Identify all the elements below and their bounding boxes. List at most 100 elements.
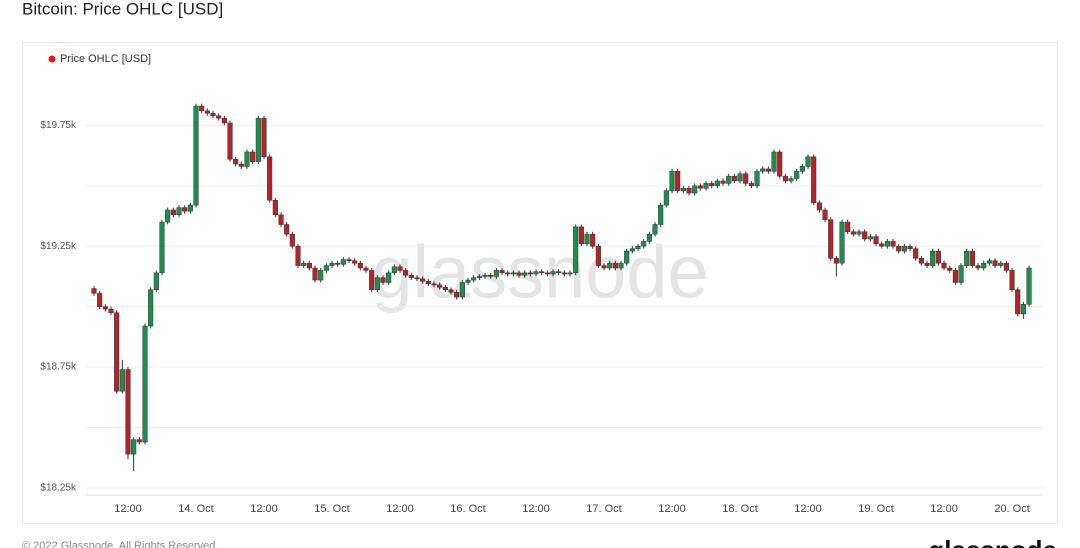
candle-body bbox=[981, 262, 987, 269]
candle-body bbox=[590, 233, 596, 247]
candle-body bbox=[499, 270, 505, 274]
candle-body bbox=[346, 259, 352, 261]
candle-body bbox=[635, 245, 641, 249]
candle-body bbox=[794, 171, 800, 179]
candle-body bbox=[816, 202, 822, 211]
candle-body bbox=[1020, 304, 1026, 315]
candle-body bbox=[680, 187, 686, 191]
candle-body bbox=[488, 274, 494, 277]
x-tick-label: 12:00 bbox=[930, 503, 958, 515]
candle-body bbox=[363, 267, 369, 271]
candle-body bbox=[527, 272, 533, 275]
candle-body bbox=[986, 260, 992, 264]
candle-body bbox=[136, 439, 142, 443]
legend-marker bbox=[48, 55, 56, 63]
candle-body bbox=[918, 258, 924, 264]
x-tick-label: 17. Oct bbox=[586, 503, 621, 515]
candle-body bbox=[856, 231, 862, 235]
chart-panel bbox=[22, 42, 1058, 524]
candle-body bbox=[176, 207, 182, 216]
x-tick-label: 12:00 bbox=[658, 503, 686, 515]
candle-body bbox=[975, 265, 981, 269]
candle-body bbox=[845, 221, 851, 232]
candle-body bbox=[403, 270, 409, 276]
candle-body bbox=[289, 233, 295, 247]
candle-body bbox=[782, 175, 788, 182]
candle-body bbox=[459, 282, 465, 298]
candle-body bbox=[227, 122, 233, 160]
candle-body bbox=[879, 243, 885, 247]
candle-body bbox=[958, 265, 964, 283]
candle-body bbox=[516, 272, 522, 276]
candle-body bbox=[142, 325, 148, 443]
candle-body bbox=[1026, 267, 1032, 305]
candle-body bbox=[340, 259, 346, 265]
candle-body bbox=[306, 262, 312, 269]
candle-body bbox=[935, 250, 941, 264]
candle-body bbox=[799, 166, 805, 172]
candle-body bbox=[471, 277, 477, 281]
candle-body bbox=[397, 266, 403, 271]
logo: glassnode bbox=[928, 535, 1057, 548]
candle-body bbox=[250, 151, 256, 162]
candle-body bbox=[102, 306, 108, 310]
candle-body bbox=[255, 117, 261, 162]
candle-body bbox=[301, 262, 307, 266]
candle-body bbox=[425, 281, 431, 284]
candle-body bbox=[612, 262, 618, 269]
candle-body bbox=[216, 115, 222, 119]
candle-body bbox=[539, 271, 545, 274]
candle-body bbox=[199, 105, 205, 112]
candle-body bbox=[1015, 289, 1021, 315]
candle-body bbox=[153, 272, 159, 291]
candle-body bbox=[669, 171, 675, 191]
candle-body bbox=[159, 221, 165, 274]
candle-body bbox=[726, 175, 732, 184]
candle-body bbox=[114, 312, 120, 392]
candle-body bbox=[318, 270, 324, 281]
candle-body bbox=[420, 278, 426, 282]
candle-body bbox=[108, 308, 114, 313]
candle-body bbox=[170, 209, 176, 216]
candle-body bbox=[629, 248, 635, 252]
candle-body bbox=[165, 209, 171, 223]
candle-body bbox=[578, 226, 584, 245]
candle-body bbox=[952, 270, 958, 283]
page-title: Bitcoin: Price OHLC [USD] bbox=[22, 0, 223, 18]
candle-body bbox=[131, 439, 137, 455]
candle-body bbox=[998, 262, 1004, 266]
x-tick-label: 18. Oct bbox=[722, 503, 757, 515]
legend-label[interactable]: Price OHLC [USD] bbox=[60, 53, 151, 65]
candle-body bbox=[544, 272, 550, 275]
candle-body bbox=[833, 258, 839, 264]
x-tick-label: 19. Oct bbox=[858, 503, 893, 515]
candle-body bbox=[278, 214, 284, 225]
y-tick-label: $19.75k bbox=[40, 120, 77, 131]
candle-body bbox=[284, 224, 290, 235]
candle-body bbox=[901, 245, 907, 252]
candle-body bbox=[646, 233, 652, 242]
candle-body bbox=[686, 187, 692, 194]
x-tick-label: 14. Oct bbox=[178, 503, 213, 515]
candle-body bbox=[924, 262, 930, 266]
candle-body bbox=[850, 231, 856, 235]
candle-body bbox=[493, 270, 499, 277]
candle-body bbox=[873, 236, 879, 245]
x-tick-label: 12:00 bbox=[114, 503, 142, 515]
candle-body bbox=[692, 185, 698, 194]
candle-body bbox=[125, 369, 131, 455]
candle-body bbox=[323, 265, 329, 271]
candle-body bbox=[731, 175, 737, 182]
candle-body bbox=[788, 178, 794, 182]
candle-body bbox=[187, 204, 193, 212]
candle-body bbox=[947, 267, 953, 271]
candle-body bbox=[476, 276, 482, 278]
candle-body bbox=[533, 271, 539, 275]
candle-body bbox=[482, 274, 488, 277]
candle-body bbox=[913, 248, 919, 259]
candle-body bbox=[992, 260, 998, 266]
candle-body bbox=[862, 231, 868, 240]
candle-body bbox=[805, 156, 811, 167]
candle-body bbox=[828, 219, 834, 259]
candle-body bbox=[714, 180, 720, 187]
